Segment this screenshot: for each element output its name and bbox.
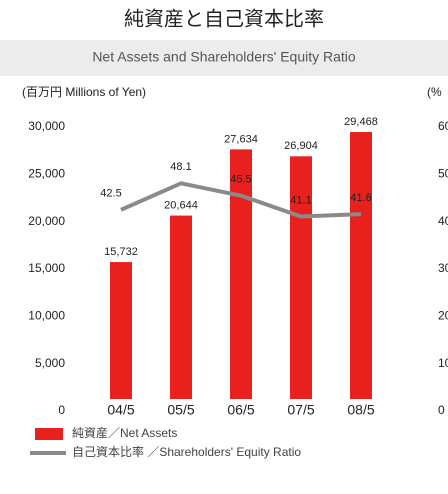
line-value-label: 41.6: [350, 192, 371, 204]
bar-value-label: 26,904: [284, 140, 318, 152]
y-tick-label: 30,000: [28, 119, 65, 133]
bar-value-label: 15,732: [104, 246, 138, 258]
y-tick-label: 15,000: [28, 261, 65, 275]
line-value-label: 48.1: [170, 161, 191, 173]
x-tick-label: 04/5: [107, 402, 134, 418]
line-value-label: 45.5: [230, 174, 251, 186]
line-value-label: 41.1: [290, 194, 311, 206]
y2-tick-label: 30: [438, 261, 448, 275]
x-tick-label: 05/5: [167, 402, 194, 418]
legend-label: 純資産／Net Assets: [72, 425, 177, 440]
y2-axis-label: (%: [427, 85, 442, 99]
y-tick-label: 20,000: [28, 214, 65, 228]
bar: [350, 132, 372, 400]
y2-tick-label: 40: [438, 214, 448, 228]
x-tick-label: 07/5: [287, 402, 314, 418]
y-tick-label: 10,000: [28, 309, 65, 323]
line: [120, 181, 362, 219]
y-tick-label: 5,000: [35, 356, 65, 370]
x-tick-label: 08/5: [347, 402, 374, 418]
y2-tick-label: 50: [438, 167, 448, 181]
bar-value-label: 29,468: [344, 116, 378, 128]
subtitle-band: [0, 40, 448, 76]
y2-tick-label: 20: [438, 309, 448, 323]
bar: [110, 262, 132, 399]
y-axis-label: (百万円 Millions of Yen): [22, 85, 146, 99]
y2-tick-label: 60: [438, 119, 448, 133]
bar: [290, 156, 312, 399]
chart-subtitle: Net Assets and Shareholders' Equity Rati…: [92, 49, 356, 65]
y-tick-label: 0: [58, 403, 65, 417]
x-tick-label: 06/5: [227, 402, 254, 418]
y2-tick-label: 10: [438, 356, 448, 370]
line-value-label: 42.5: [100, 188, 121, 200]
y2-tick-label: 0: [438, 403, 445, 417]
chart-title: 純資産と自己資本比率: [124, 7, 324, 30]
bar: [230, 149, 252, 399]
legend-label: 自己資本比率 ／Shareholders' Equity Ratio: [72, 444, 301, 459]
bar-value-label: 27,634: [224, 133, 258, 145]
bar-value-label: 20,644: [164, 199, 198, 211]
y-tick-label: 25,000: [28, 167, 65, 181]
legend-swatch: [35, 428, 63, 440]
bar: [170, 215, 192, 399]
